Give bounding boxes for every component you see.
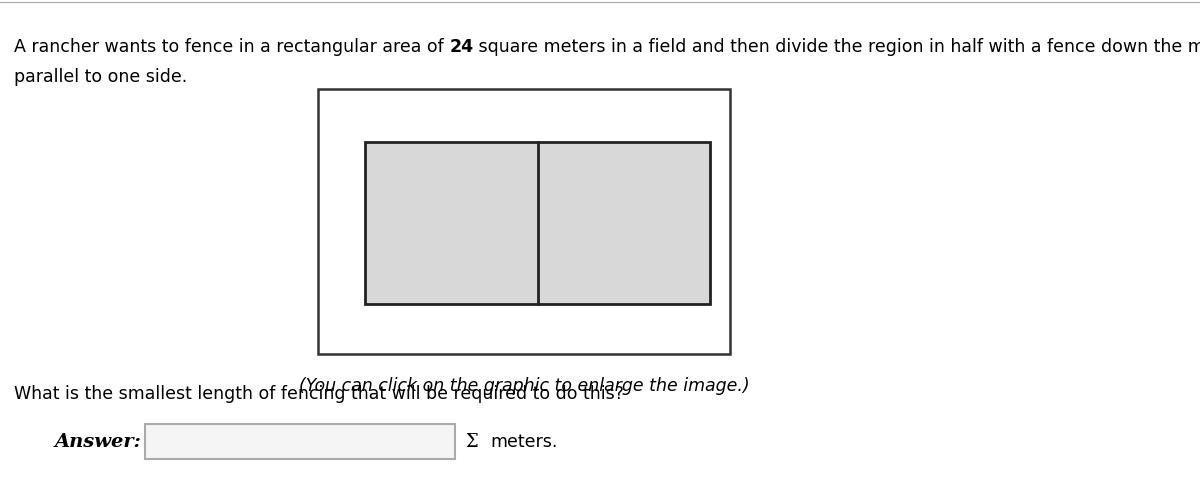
Text: 24: 24 — [449, 38, 473, 56]
Text: parallel to one side.: parallel to one side. — [14, 68, 187, 86]
Bar — [365, 143, 710, 304]
Text: (You can click on the graphic to enlarge the image.): (You can click on the graphic to enlarge… — [299, 376, 749, 394]
Bar — [145, 424, 455, 459]
Text: square meters in a field and then divide the region in half with a fence down th: square meters in a field and then divide… — [473, 38, 1200, 56]
Text: A rancher wants to fence in a rectangular area of: A rancher wants to fence in a rectangula… — [14, 38, 449, 56]
Text: meters.: meters. — [490, 432, 557, 450]
Text: What is the smallest length of fencing that will be required to do this?: What is the smallest length of fencing t… — [14, 384, 624, 402]
Text: Answer:: Answer: — [55, 432, 142, 450]
Bar — [318, 90, 730, 354]
Text: Σ: Σ — [466, 432, 478, 450]
